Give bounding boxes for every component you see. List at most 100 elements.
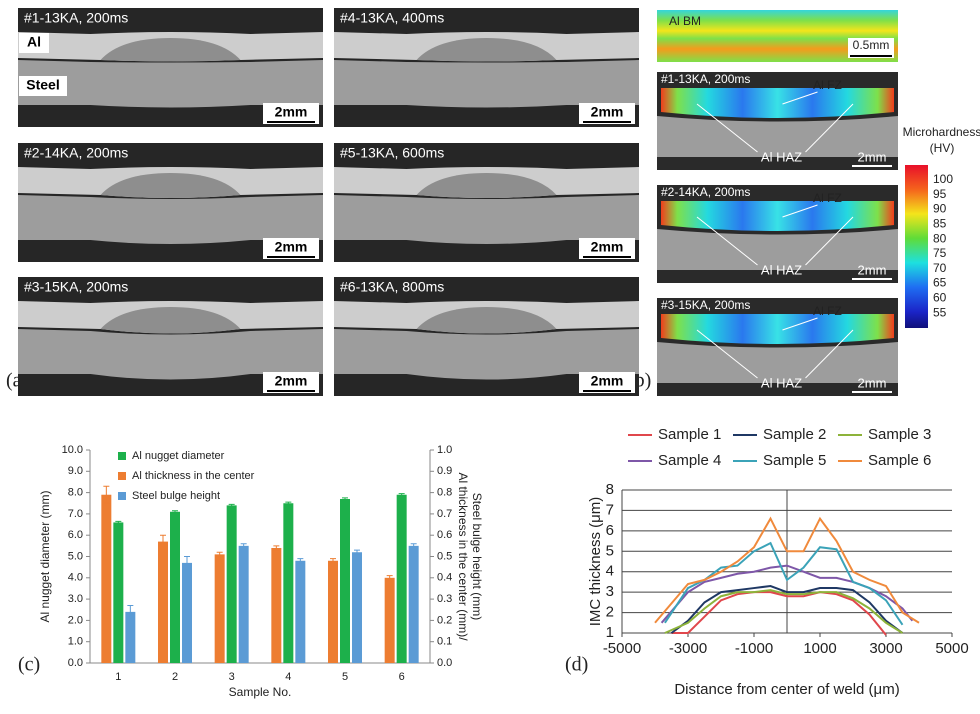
- steel-layer: [18, 195, 323, 244]
- data-line: [660, 564, 914, 624]
- pointer: [696, 103, 758, 153]
- y2-axis-label: Steel bulge height (mm): [470, 493, 484, 620]
- micrograph: #4-13KA, 400ms 2mm: [334, 8, 639, 127]
- error-bar: [386, 575, 393, 581]
- micrograph-title: #4-13KA, 400ms: [340, 10, 444, 26]
- y2-tick-label: 0.7: [437, 508, 452, 520]
- micrograph: #3-15KA, 200ms 2mm: [18, 277, 323, 396]
- hardness-map: #3-15KA, 200ms Al FZ Al HAZ 2mm: [657, 298, 898, 396]
- micrograph-title: #1-13KA, 200ms: [24, 10, 128, 26]
- scale-box: [579, 103, 635, 124]
- y-tick-label: 4.0: [68, 572, 83, 584]
- y-axis-label: Al nugget diameter (mm): [38, 490, 52, 622]
- zone-label: Al FZ: [813, 304, 842, 318]
- zone-label: Al FZ: [813, 78, 842, 92]
- x-tick-label: -5000: [603, 640, 641, 657]
- y-tick-label: 7: [606, 501, 614, 518]
- y2-tick-label: 0.6: [437, 529, 452, 541]
- colorbar-title: (HV): [930, 141, 955, 155]
- y-tick-label: 1.0: [68, 636, 83, 648]
- pointer: [782, 317, 818, 331]
- hardness-map: #1-13KA, 200ms Al FZ Al HAZ 2mm: [657, 72, 898, 170]
- y2-tick-label: 1.0: [437, 444, 452, 456]
- weld-nugget: [416, 38, 557, 62]
- bar: [125, 611, 136, 663]
- steel-layer: [657, 116, 898, 157]
- y2-tick-label: 0.3: [437, 593, 452, 605]
- y2-tick-label: 0.1: [437, 636, 452, 648]
- y2-tick-label: 0.2: [437, 614, 452, 626]
- error-bar: [103, 485, 110, 504]
- error-bar: [354, 549, 360, 555]
- panel-label: (d): [565, 654, 588, 676]
- legend-label: Sample 2: [763, 426, 826, 443]
- colorbar-tick-label: 95: [933, 187, 947, 201]
- bar: [238, 545, 249, 663]
- bar: [226, 505, 237, 663]
- legend-swatch: [118, 472, 126, 480]
- scale-box: [263, 238, 319, 259]
- scale-box: [848, 38, 894, 58]
- x-axis-label: Sample No.: [229, 685, 292, 699]
- error-bar: [342, 497, 348, 501]
- pointer: [782, 204, 818, 218]
- legend-label: Sample 3: [868, 426, 931, 443]
- pointer: [805, 329, 854, 379]
- map-title: #1-13KA, 200ms: [661, 72, 750, 86]
- y-tick-label: 4: [606, 563, 614, 580]
- colorbar-tick-label: 65: [933, 276, 947, 290]
- bar: [170, 511, 180, 663]
- y-tick-label: 5.0: [68, 550, 83, 562]
- y2-tick-label: 0.9: [437, 465, 452, 477]
- zone-label: Al FZ: [813, 191, 842, 205]
- map-title: #2-14KA, 200ms: [661, 185, 750, 199]
- x-tick-label: 1: [115, 671, 121, 683]
- pointer: [805, 216, 854, 266]
- scale-label: 2mm: [858, 262, 887, 277]
- steel-layer: [18, 329, 323, 380]
- layer-label-box: [19, 76, 67, 96]
- micrograph-title: #6-13KA, 800ms: [340, 279, 444, 295]
- colorbar-tick-label: 90: [933, 202, 947, 216]
- legend-label: Sample 5: [763, 452, 826, 469]
- micrograph: #5-13KA, 600ms 2mm: [334, 143, 639, 262]
- error-bar: [410, 543, 417, 549]
- micrograph: #2-14KA, 200ms 2mm: [18, 143, 323, 262]
- y-tick-label: 5: [606, 542, 614, 559]
- weld-nugget: [100, 307, 241, 334]
- bar: [113, 522, 124, 663]
- bar: [396, 494, 407, 663]
- zone-label: Al HAZ: [761, 375, 802, 390]
- steel-layer: [334, 60, 639, 108]
- bar: [352, 552, 362, 663]
- x-tick-label: -1000: [735, 640, 773, 657]
- scale-box: [263, 372, 319, 393]
- y-tick-label: 2.0: [68, 614, 83, 626]
- colorbar-tick-label: 85: [933, 216, 947, 230]
- scale-label: 2mm: [858, 149, 887, 164]
- y2-tick-label: 0.8: [437, 487, 452, 499]
- layer-label: Steel: [26, 77, 59, 93]
- map-title: #3-15KA, 200ms: [661, 298, 750, 312]
- data-line: [664, 589, 904, 634]
- error-bar: [240, 543, 247, 549]
- scale-box: [263, 103, 319, 124]
- scale-label: 0.5mm: [853, 38, 890, 52]
- colorbar-tick-label: 80: [933, 231, 947, 245]
- scale-label: 2mm: [858, 375, 887, 390]
- colorbar-tick-label: 55: [933, 305, 947, 319]
- legend-swatch: [118, 492, 126, 500]
- data-line: [670, 584, 904, 634]
- y-axis-label: IMC thickness (μm): [587, 497, 604, 627]
- layer-label: Al: [27, 34, 41, 50]
- legend-label: Sample 6: [868, 452, 931, 469]
- bar: [295, 560, 306, 663]
- bar: [283, 503, 294, 663]
- bar: [340, 498, 350, 663]
- weld-nugget: [416, 307, 557, 334]
- micrograph: #1-13KA, 200ms 2mm Al Steel: [18, 8, 323, 127]
- y-tick-label: 2: [606, 604, 614, 621]
- steel-layer: [334, 195, 639, 244]
- y-tick-label: 8.0: [68, 487, 83, 499]
- colorbar-tick-label: 100: [933, 172, 953, 186]
